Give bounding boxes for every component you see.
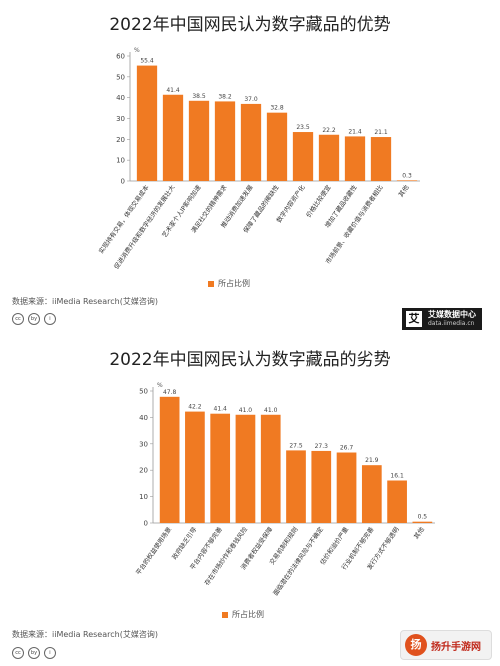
chart-title: 2022年中国网民认为数字藏品的劣势 [109, 350, 391, 370]
legend-label: 所占比例 [232, 610, 264, 619]
x-tick-label: 政府缺乏引导 [170, 525, 199, 561]
data-label: 16.1 [390, 472, 404, 479]
person-icon: i [44, 313, 56, 325]
bar [286, 450, 306, 523]
y-tick-label: 20 [139, 467, 148, 475]
data-label: 41.0 [264, 407, 278, 414]
legend-swatch [208, 280, 214, 287]
cc-icon: cc [12, 647, 24, 659]
chart-legend: 所占比例 [222, 609, 264, 620]
chart-title: 2022年中国网民认为数字藏品的优势 [109, 15, 391, 35]
y-axis-unit: % [157, 382, 163, 389]
bar-chart-advantages: %010203040506055.4实现持有交易，体现交易成本41.4促进消费升… [96, 47, 420, 271]
bar [396, 180, 418, 181]
y-tick-label: 30 [116, 115, 125, 123]
data-label: 21.1 [374, 129, 388, 136]
data-label: 21.9 [365, 457, 379, 464]
x-tick-label: 其他 [411, 524, 426, 540]
data-label: 47.8 [163, 389, 177, 396]
by-icon: by [28, 313, 40, 325]
y-tick-label: 10 [116, 157, 125, 165]
data-label: 38.2 [218, 93, 232, 100]
y-tick-label: 40 [139, 414, 148, 422]
bar [412, 521, 433, 523]
cc-icon: cc [12, 313, 24, 325]
bar [361, 465, 382, 523]
y-tick-label: 0 [144, 520, 148, 528]
y-tick-label: 10 [139, 493, 148, 501]
data-label: 41.0 [239, 407, 253, 414]
bar [292, 132, 314, 181]
data-label: 27.5 [289, 442, 303, 449]
legend-swatch [222, 611, 228, 618]
y-axis-unit: % [134, 47, 140, 54]
x-tick-label: 存在市场炒作和卷钱风险 [202, 524, 250, 586]
x-tick-label: 平台的权益使用场景 [133, 525, 173, 577]
x-tick-label: 价格比较便宜 [304, 183, 333, 219]
data-label: 32.8 [270, 105, 284, 112]
bar [318, 134, 340, 181]
data-label: 41.4 [166, 87, 180, 94]
x-tick-label: 其他 [396, 182, 411, 198]
bar [136, 65, 158, 181]
brand-url: data.iimedia.cn [428, 320, 475, 327]
legend-label: 所占比例 [218, 279, 250, 288]
data-label: 41.4 [214, 406, 228, 413]
data-label: 27.3 [315, 443, 329, 450]
site-watermark: 扬 扬升手游网 [400, 630, 492, 660]
brand-logo-icon: 艾 [406, 311, 422, 327]
data-label: 38.5 [192, 93, 206, 100]
bar [387, 480, 407, 523]
bar [185, 411, 205, 523]
data-label: 0.5 [418, 514, 428, 521]
watermark-logo-icon: 扬 [405, 634, 427, 656]
license-icons: cc by i [12, 313, 56, 325]
bar [214, 101, 236, 181]
y-tick-label: 20 [116, 136, 125, 144]
y-tick-label: 50 [139, 388, 148, 396]
y-tick-label: 30 [139, 440, 148, 448]
bar [266, 112, 288, 181]
data-label: 55.4 [140, 58, 154, 65]
bar [235, 414, 256, 523]
data-source: 数据来源：iiMedia Research(艾媒咨询) [12, 630, 158, 639]
data-label: 42.2 [188, 404, 202, 411]
x-tick-label: 面临潜在的法律风险与不确定 [271, 524, 326, 597]
bar [370, 137, 392, 181]
data-label: 37.0 [244, 96, 258, 103]
data-label: 0.3 [402, 172, 412, 179]
bar [188, 100, 210, 181]
y-tick-label: 60 [116, 53, 125, 61]
bar [159, 396, 180, 523]
bar [344, 136, 366, 181]
brand-logo: 艾 艾媒数据中心 data.iimedia.cn [402, 308, 482, 330]
y-tick-label: 0 [121, 178, 125, 186]
data-label: 23.5 [296, 124, 310, 131]
watermark-text: 扬升手游网 [431, 641, 481, 653]
data-source: 数据来源：iiMedia Research(艾媒咨询) [12, 297, 158, 306]
bar [240, 103, 262, 181]
license-icons: cc by i [12, 647, 56, 659]
chart-panel-advantages: 2022年中国网民认为数字藏品的优势 % 0 10 20 30 40 50 60 55.4 实现持… [12, 15, 482, 330]
bar [336, 452, 357, 523]
person-icon: i [44, 647, 56, 659]
data-label: 21.4 [348, 128, 362, 135]
by-icon: by [28, 647, 40, 659]
bar [210, 413, 231, 523]
x-tick-label: 实现持有交易，体现交易成本 [96, 182, 151, 255]
data-label: 22.2 [322, 127, 336, 134]
brand-name: 艾媒数据中心 [428, 310, 476, 319]
bar [162, 94, 184, 181]
chart-panel-disadvantages: 2022年中国网民认为数字藏品的劣势 % 0 10 20 30 40 50 47.8 平台的权益… [0, 333, 500, 666]
bar [260, 414, 281, 523]
bar [311, 450, 332, 523]
y-tick-label: 50 [116, 73, 125, 81]
chart-legend: 所占比例 [208, 278, 250, 289]
data-label: 26.7 [340, 445, 354, 452]
y-tick-label: 40 [116, 94, 125, 102]
